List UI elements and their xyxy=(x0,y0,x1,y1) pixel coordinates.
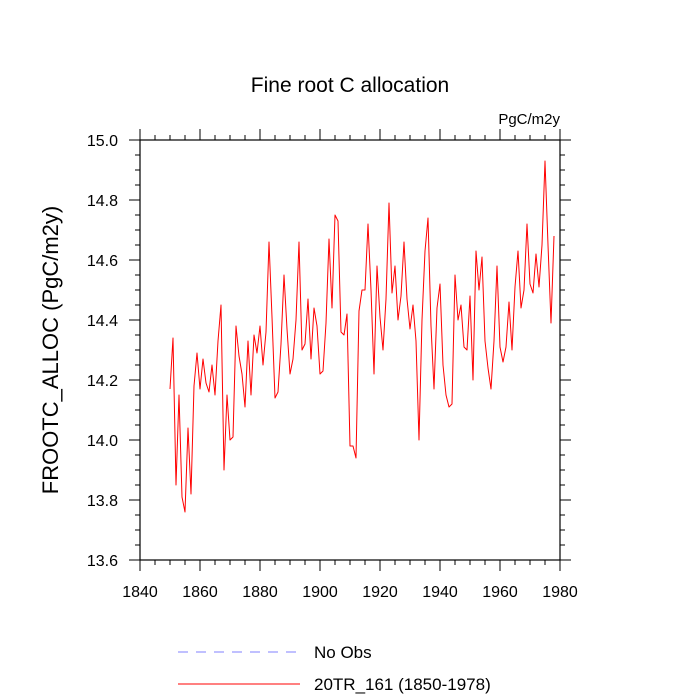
tick-labels: 1840 1860 1880 1900 1920 1940 1960 1980 13.6 13.8… xyxy=(87,133,578,601)
y-tick-label: 13.8 xyxy=(87,493,118,510)
y-tick-label: 14.6 xyxy=(87,253,118,270)
x-tick-label: 1960 xyxy=(482,584,518,601)
x-tick-label: 1880 xyxy=(242,584,278,601)
legend-series-label: 20TR_161 (1850-1978) xyxy=(314,675,491,694)
plot-frame xyxy=(139,139,561,561)
y-tick-label: 14.2 xyxy=(87,373,118,390)
units-label: PgC/m2y xyxy=(498,111,560,128)
series-line xyxy=(169,160,555,513)
chart-title: Fine root C allocation xyxy=(251,74,449,97)
y-axis-label: FROOTC_ALLOC (PgC/m2y) xyxy=(38,206,63,495)
x-tick-label: 1920 xyxy=(362,584,398,601)
y-tick-label: 14.8 xyxy=(87,193,118,210)
axis-ticks xyxy=(129,129,571,571)
x-tick-label: 1840 xyxy=(122,584,158,601)
y-tick-label: 13.6 xyxy=(87,553,118,570)
x-tick-label: 1860 xyxy=(182,584,218,601)
series-layer xyxy=(169,160,555,513)
x-tick-label: 1940 xyxy=(422,584,458,601)
y-tick-label: 14.4 xyxy=(87,313,118,330)
y-tick-label: 14.0 xyxy=(87,433,118,450)
x-tick-label: 1980 xyxy=(542,584,578,601)
legend: No Obs 20TR_161 (1850-1978) xyxy=(178,643,491,694)
y-tick-label: 15.0 xyxy=(87,133,118,150)
legend-no-obs-label: No Obs xyxy=(314,643,372,662)
x-tick-label: 1900 xyxy=(302,584,338,601)
